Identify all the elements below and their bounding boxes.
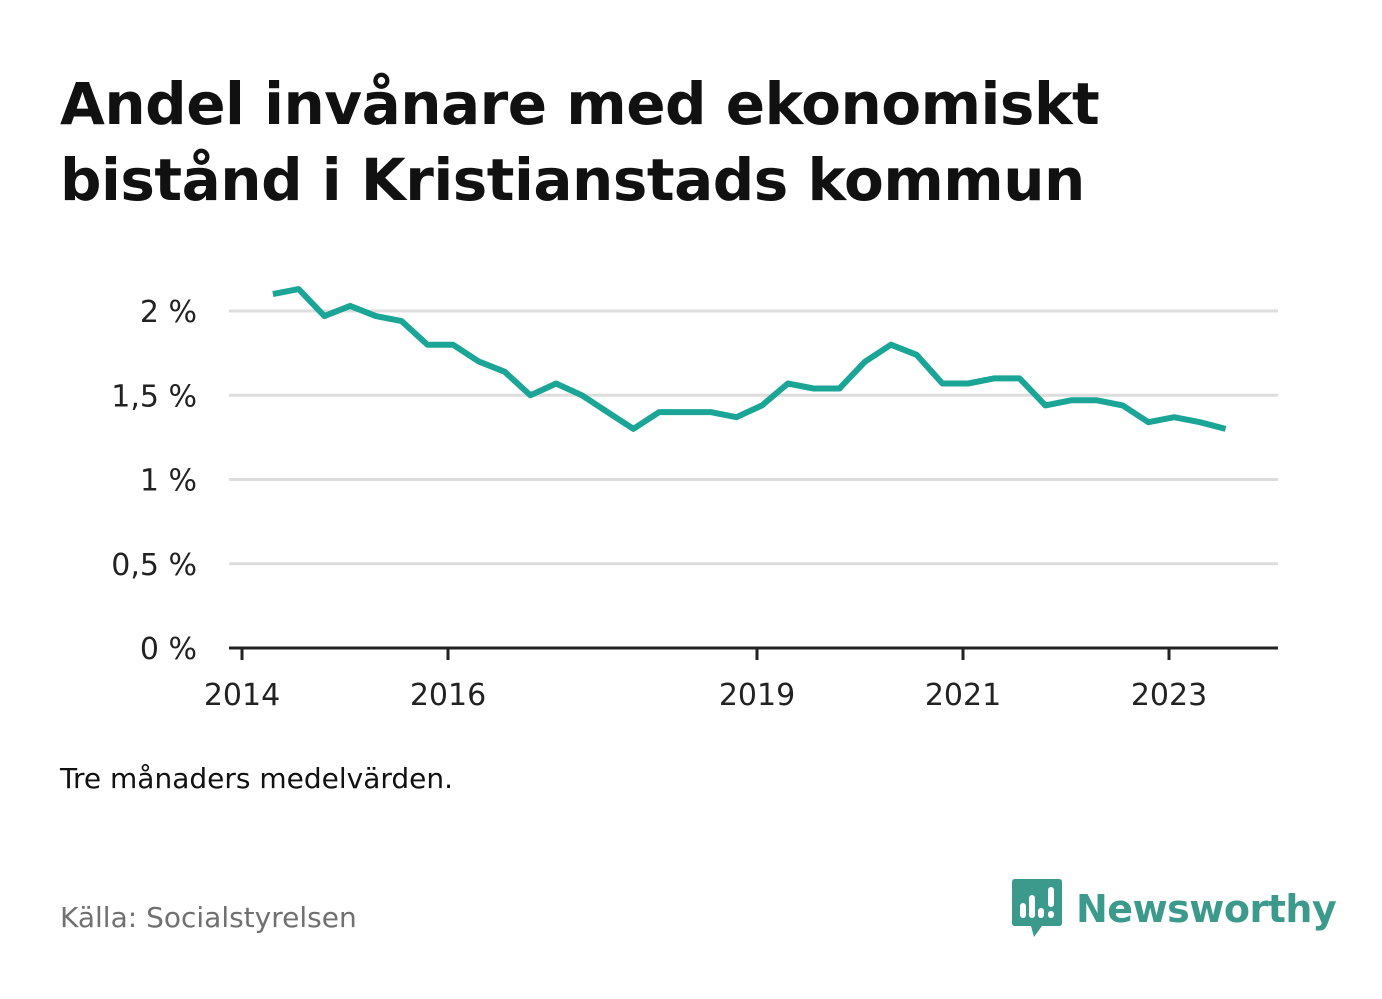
x-tick-label: 2014 (204, 678, 280, 713)
series-line (272, 286, 1227, 432)
x-tick-label: 2021 (925, 678, 1001, 713)
brand-name: Newsworthy (1076, 887, 1337, 931)
x-axis-tick-labels: 2014 2016 2019 2021 2023 (204, 678, 1207, 713)
newsworthy-logo[interactable]: Newsworthy (1012, 879, 1337, 939)
y-tick-label: 1,5 % (111, 379, 197, 414)
y-axis-tick-labels: 0 % 0,5 % 1 % 1,5 % 2 % (111, 295, 197, 667)
chart-title: Andel invånare med ekonomiskt bistånd i … (60, 70, 1100, 214)
x-axis (229, 646, 1278, 660)
y-tick-label: 2 % (140, 295, 197, 330)
x-tick-label: 2019 (719, 678, 795, 713)
x-tick-label: 2023 (1131, 678, 1207, 713)
y-tick-label: 0,5 % (111, 548, 197, 583)
y-tick-label: 1 % (140, 464, 197, 499)
newsworthy-logo-icon (1012, 879, 1062, 937)
source-label: Källa: Socialstyrelsen (60, 901, 357, 934)
series-layer (272, 286, 1227, 432)
y-tick-label: 0 % (140, 632, 197, 667)
x-tick-label: 2016 (410, 678, 486, 713)
chart-note: Tre månaders medelvärden. (60, 762, 454, 795)
gridlines (229, 309, 1278, 566)
